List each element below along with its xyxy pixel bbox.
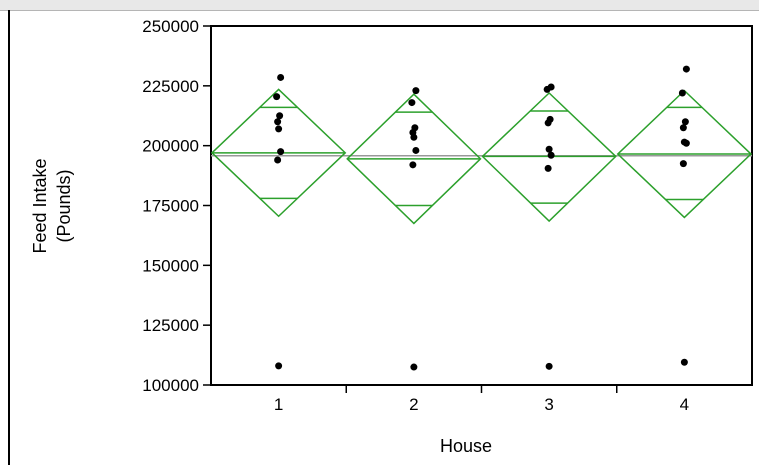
y-tick-label: 100000: [142, 376, 199, 395]
data-point-house-1: [277, 73, 285, 81]
x-tick-label: 2: [409, 395, 418, 414]
y-tick-label: 200000: [142, 137, 199, 156]
data-point-house-3: [547, 151, 555, 159]
data-point-house-2: [412, 146, 420, 154]
data-point-house-4: [679, 124, 687, 132]
window-top-bar: [0, 0, 759, 10]
y-tick-label: 175000: [142, 197, 199, 216]
data-point-house-2: [410, 363, 418, 371]
y-tick-label: 125000: [142, 316, 199, 335]
means-diamond-house-2: [346, 93, 482, 225]
data-point-house-3: [544, 164, 552, 172]
data-point-house-1: [275, 362, 283, 370]
data-point-house-4: [682, 139, 690, 147]
data-point-house-1: [275, 125, 283, 133]
y-axis-label-line-1: Feed Intake: [30, 158, 50, 253]
data-point-house-1: [274, 118, 282, 126]
data-point-house-1: [273, 93, 281, 101]
data-point-house-3: [545, 145, 553, 153]
x-tick-label: 3: [544, 395, 553, 414]
data-point-house-4: [680, 358, 688, 366]
data-point-house-3: [544, 119, 552, 127]
data-point-house-1: [276, 112, 284, 120]
data-point-house-4: [678, 89, 686, 97]
data-point-house-4: [679, 160, 687, 168]
y-tick-label: 150000: [142, 256, 199, 275]
data-point-house-2: [412, 87, 420, 95]
data-point-house-1: [274, 156, 282, 164]
x-tick-label: 1: [274, 395, 283, 414]
x-axis-label: House: [440, 436, 492, 456]
y-tick-label: 225000: [142, 77, 199, 96]
data-point-house-2: [408, 99, 416, 107]
data-point-house-4: [681, 118, 689, 126]
data-point-house-2: [410, 133, 418, 141]
means-diamond-house-4: [616, 89, 753, 219]
y-axis-label-line-2: (Pounds): [54, 169, 74, 242]
data-point-house-2: [409, 161, 417, 169]
data-point-house-3: [543, 85, 551, 93]
x-tick-label: 4: [680, 395, 689, 414]
data-point-house-1: [277, 148, 285, 156]
data-point-house-3: [545, 362, 553, 370]
data-point-house-4: [682, 65, 690, 73]
y-tick-label: 250000: [142, 17, 199, 36]
